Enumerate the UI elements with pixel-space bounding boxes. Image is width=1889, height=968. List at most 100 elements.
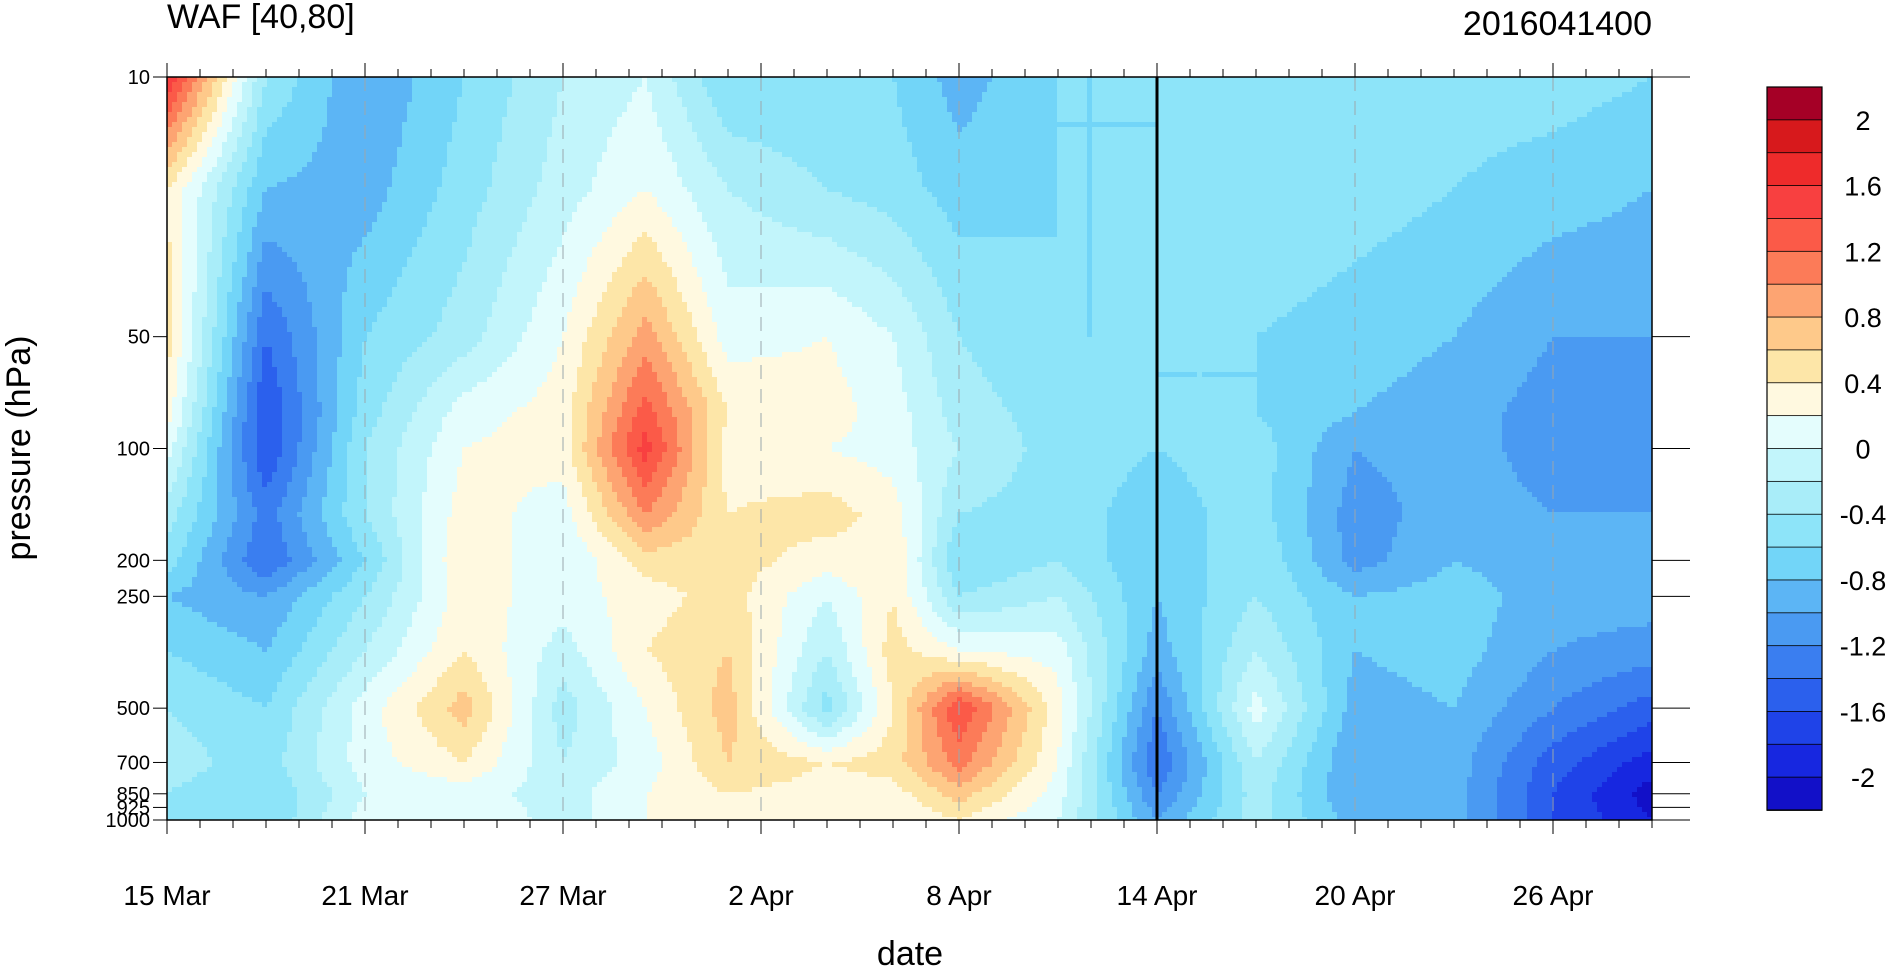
field-cell [1392,87,1398,93]
field-cell [192,102,198,108]
field-cell [202,157,208,163]
field-cell [1432,107,1438,113]
field-cell [622,127,628,133]
field-cell [237,77,243,83]
field-cell [1097,77,1103,83]
field-cell [1577,142,1583,148]
field-cell [1212,122,1218,128]
field-cell [1167,127,1173,133]
field-cell [1432,112,1438,118]
field-cell [442,107,448,113]
field-cell [537,142,543,148]
field-cell [1082,132,1088,138]
field-cell [1452,82,1458,88]
field-cell [937,152,943,158]
field-cell [487,157,493,163]
field-cell [872,77,878,83]
chart-subtitle: 2016041400 [1463,5,1652,43]
field-cell [982,77,988,83]
field-cell [837,132,843,138]
field-cell [652,107,658,113]
field-cell [837,92,843,98]
field-cell [597,77,603,83]
field-cell [987,107,993,113]
field-cell [1442,122,1448,128]
field-cell [292,77,298,83]
field-cell [1382,127,1388,133]
field-cell [767,157,773,163]
field-cell [1142,117,1148,123]
field-cell [1092,77,1098,83]
field-cell [197,142,203,148]
field-cell [412,87,418,93]
field-cell [602,157,608,163]
field-cell [167,152,173,158]
field-cell [1377,142,1383,148]
field-cell [807,77,813,83]
field-cell [1397,122,1403,128]
field-cell [1142,77,1148,83]
field-cell [172,97,178,103]
field-cell [532,137,538,143]
field-cell [172,102,178,108]
field-cell [297,122,303,128]
field-cell [1637,137,1643,143]
field-cell [1052,87,1058,93]
field-cell [1347,82,1353,88]
field-cell [897,127,903,133]
field-cell [677,77,683,83]
field-cell [382,107,388,113]
field-cell [1242,97,1248,103]
field-cell [1142,107,1148,113]
field-cell [912,112,918,118]
field-cell [347,87,353,93]
field-cell [1132,127,1138,133]
field-cell [1502,92,1508,98]
field-cell [1187,152,1193,158]
field-cell [322,77,328,83]
field-cell [1312,112,1318,118]
field-cell [1437,107,1443,113]
field-cell [1067,117,1073,123]
field-cell [667,87,673,93]
field-cell [1352,92,1358,98]
field-cell [247,92,253,98]
field-cell [1367,77,1373,83]
field-cell [817,102,823,108]
field-cell [167,77,173,83]
field-cell [742,132,748,138]
field-cell [1562,132,1568,138]
field-cell [757,77,763,83]
field-cell [882,77,888,83]
field-cell [1032,122,1038,128]
field-cell [782,132,788,138]
field-cell [812,102,818,108]
field-cell [1607,87,1613,93]
field-cell [1502,127,1508,133]
field-cell [852,92,858,98]
field-cell [372,127,378,133]
field-cell [567,112,573,118]
field-cell [1507,147,1513,153]
field-cell [1547,92,1553,98]
field-cell [1147,97,1153,103]
field-cell [877,117,883,123]
field-cell [277,107,283,113]
field-cell [382,112,388,118]
field-cell [1382,137,1388,143]
field-cell [822,152,828,158]
field-cell [1122,92,1128,98]
field-cell [1067,107,1073,113]
field-cell [687,122,693,128]
field-cell [1102,102,1108,108]
field-cell [442,122,448,128]
field-cell [212,117,218,123]
field-cell [862,112,868,118]
field-cell [532,77,538,83]
field-cell [1597,112,1603,118]
field-cell [502,127,508,133]
field-cell [1327,112,1333,118]
field-cell [522,132,528,138]
field-cell [1027,97,1033,103]
field-cell [1372,97,1378,103]
